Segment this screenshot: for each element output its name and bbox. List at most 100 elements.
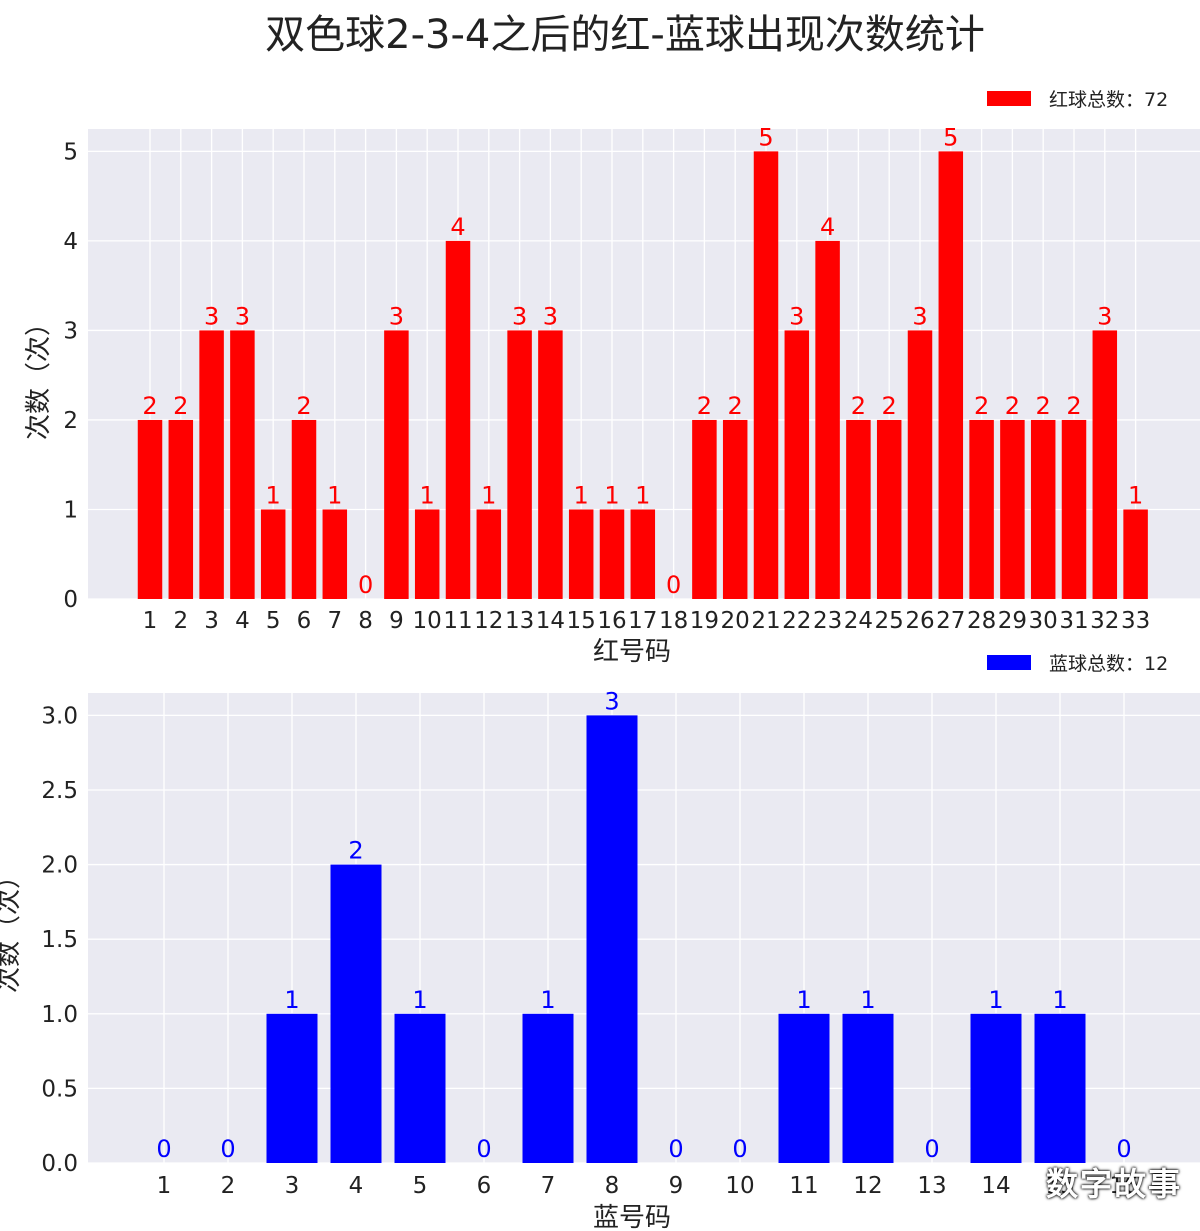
red-xtick-label: 20	[721, 608, 750, 634]
red-bar	[969, 419, 994, 599]
red-ytick-label: 4	[63, 229, 78, 255]
red-bar	[1000, 419, 1025, 599]
red-xtick-label: 10	[413, 608, 442, 634]
blue-xtick-label: 1	[157, 1173, 172, 1199]
blue-xtick-label: 15	[1045, 1173, 1074, 1199]
red-data-label: 1	[574, 481, 589, 509]
blue-bar	[970, 1013, 1022, 1163]
blue-bar	[330, 864, 382, 1163]
blue-plot-area	[88, 693, 1200, 1163]
red-xtick-label: 14	[536, 608, 565, 634]
blue-xtick-label: 9	[669, 1173, 684, 1199]
red-bar	[753, 151, 779, 599]
blue-xtick-label: 11	[789, 1173, 818, 1199]
red-bar	[538, 330, 563, 599]
red-bar	[199, 330, 224, 599]
blue-xtick-label: 2	[221, 1173, 236, 1199]
blue-xtick-label: 13	[917, 1173, 946, 1199]
red-bar	[291, 419, 317, 599]
red-data-label: 0	[666, 571, 681, 599]
red-xtick-label: 28	[967, 608, 996, 634]
red-bar	[722, 419, 748, 599]
red-xtick-label: 27	[936, 608, 965, 634]
red-ytick-label: 2	[63, 408, 78, 434]
blue-xtick-label: 16	[1109, 1173, 1138, 1199]
blue-legend-label: 蓝球总数：12	[1049, 653, 1168, 675]
red-xtick-label: 2	[173, 608, 188, 634]
red-data-label: 2	[1066, 392, 1081, 420]
red-bar	[445, 240, 471, 599]
blue-ytick-label: 1.0	[41, 1002, 78, 1028]
red-data-label: 2	[1036, 392, 1051, 420]
red-data-label: 2	[296, 392, 311, 420]
blue-xtick-label: 10	[725, 1173, 754, 1199]
blue-xtick-label: 6	[477, 1173, 492, 1199]
red-bar	[260, 509, 286, 599]
blue-bar	[586, 715, 638, 1163]
blue-data-label: 0	[156, 1135, 171, 1163]
red-data-label: 1	[604, 481, 619, 509]
red-xtick-label: 1	[143, 608, 158, 634]
blue-ytick-label: 0.0	[41, 1151, 78, 1177]
red-data-label: 1	[1128, 481, 1143, 509]
red-data-label: 2	[1005, 392, 1020, 420]
red-xtick-label: 7	[327, 608, 342, 634]
blue-xtick-label: 3	[285, 1173, 300, 1199]
red-data-label: 2	[851, 392, 866, 420]
red-bar	[137, 419, 163, 599]
blue-ytick-label: 2.5	[41, 778, 78, 804]
blue-y-axis-label: 次数（次）	[0, 863, 24, 993]
red-xtick-label: 17	[628, 608, 657, 634]
red-data-label: 3	[204, 302, 219, 330]
red-data-label: 3	[1097, 302, 1112, 330]
red-xtick-label: 13	[505, 608, 534, 634]
blue-data-label: 1	[988, 986, 1003, 1014]
blue-bar	[394, 1013, 446, 1163]
red-xtick-label: 15	[567, 608, 596, 634]
red-bar	[938, 151, 964, 599]
red-xtick-label: 21	[751, 608, 780, 634]
red-data-label: 5	[943, 123, 958, 151]
red-bar	[568, 509, 594, 599]
chart-title: 双色球2-3-4之后的红-蓝球出现次数统计	[265, 12, 985, 58]
blue-bar	[522, 1013, 574, 1163]
red-data-label: 3	[543, 302, 558, 330]
red-data-label: 2	[882, 392, 897, 420]
red-data-label: 3	[789, 302, 804, 330]
blue-bar	[842, 1013, 894, 1163]
red-xtick-label: 22	[782, 608, 811, 634]
blue-data-label: 0	[732, 1135, 747, 1163]
watermark: 数字故事	[1045, 1165, 1182, 1203]
red-bar	[1030, 419, 1056, 599]
red-xtick-label: 29	[998, 608, 1027, 634]
blue-data-label: 0	[668, 1135, 683, 1163]
blue-xtick-label: 4	[349, 1173, 364, 1199]
red-ytick-label: 5	[63, 139, 78, 165]
red-bar	[1123, 509, 1148, 599]
blue-data-label: 1	[796, 986, 811, 1014]
blue-data-label: 3	[604, 687, 619, 715]
red-data-label: 1	[266, 481, 281, 509]
red-xtick-label: 5	[266, 608, 281, 634]
red-bar	[507, 330, 532, 599]
red-xtick-label: 30	[1029, 608, 1058, 634]
red-data-label: 1	[635, 481, 650, 509]
red-bar	[630, 509, 656, 599]
red-data-label: 3	[235, 302, 250, 330]
red-data-label: 3	[512, 302, 527, 330]
blue-data-label: 1	[860, 986, 875, 1014]
red-data-label: 2	[142, 392, 157, 420]
red-xtick-label: 33	[1121, 608, 1150, 634]
red-legend-label: 红球总数：72	[1049, 89, 1168, 111]
blue-xtick-label: 7	[541, 1173, 556, 1199]
red-xtick-label: 11	[443, 608, 472, 634]
red-ytick-label: 0	[63, 587, 78, 613]
red-bar	[1061, 419, 1087, 599]
blue-data-label: 0	[924, 1135, 939, 1163]
red-y-axis-label: 次数（次）	[24, 310, 54, 440]
red-bar	[322, 509, 348, 599]
red-xtick-label: 4	[235, 608, 250, 634]
blue-data-label: 0	[220, 1135, 235, 1163]
red-bar	[1092, 330, 1118, 599]
